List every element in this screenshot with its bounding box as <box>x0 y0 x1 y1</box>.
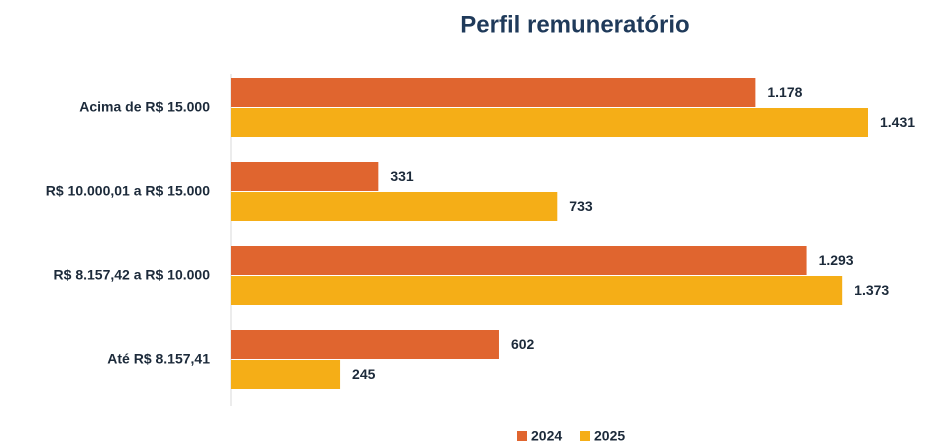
category-label: Acima de R$ 15.000 <box>79 99 210 115</box>
value-label: 331 <box>390 168 414 184</box>
category-label: R$ 8.157,42 a R$ 10.000 <box>54 267 211 283</box>
legend-label: 2025 <box>594 428 625 444</box>
value-label: 1.431 <box>880 114 915 130</box>
legend-swatch <box>517 431 527 441</box>
bar <box>231 246 807 275</box>
category-label: R$ 10.000,01 a R$ 15.000 <box>46 183 210 199</box>
value-label: 1.178 <box>767 84 802 100</box>
bar <box>231 162 379 191</box>
legend-label: 2024 <box>531 428 562 444</box>
bar <box>231 360 341 389</box>
value-label: 1.373 <box>854 282 889 298</box>
bar <box>231 330 499 359</box>
bar <box>231 192 558 221</box>
chart-title: Perfil remuneratório <box>460 11 689 38</box>
bar <box>231 276 843 305</box>
bar <box>231 78 756 107</box>
legend-swatch <box>580 431 590 441</box>
value-label: 1.293 <box>819 252 854 268</box>
value-label: 733 <box>569 198 593 214</box>
value-label: 602 <box>511 336 535 352</box>
bar <box>231 108 868 137</box>
value-label: 245 <box>352 366 376 382</box>
category-label: Até R$ 8.157,41 <box>107 351 210 367</box>
